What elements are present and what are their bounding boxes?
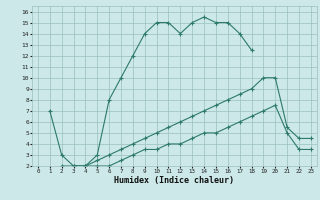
X-axis label: Humidex (Indice chaleur): Humidex (Indice chaleur) xyxy=(115,176,234,185)
